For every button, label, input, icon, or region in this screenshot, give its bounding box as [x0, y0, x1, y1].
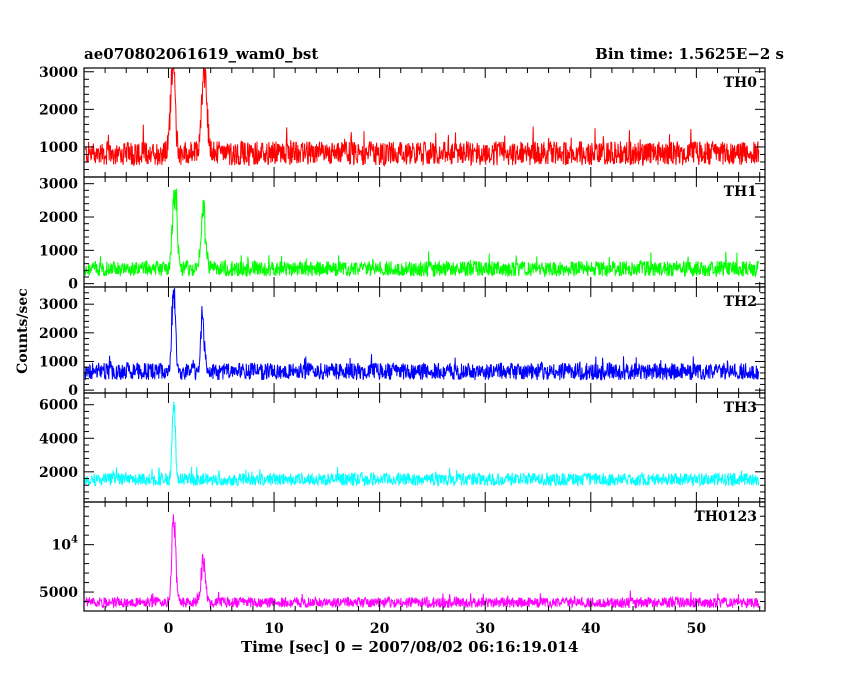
x-tick-label: 30: [475, 621, 495, 637]
panel-label-th0123: TH0123: [694, 509, 757, 525]
y-tick-label-th0: 2000: [39, 102, 78, 118]
series-line-th0123: [84, 514, 760, 610]
y-tick-label-th0123: 5000: [39, 585, 78, 601]
y-tick-label-th0: 1000: [39, 140, 78, 156]
panel-label-th3: TH3: [724, 400, 757, 416]
x-tick-label: 50: [687, 621, 707, 637]
panel-label-th2: TH2: [724, 294, 757, 310]
y-tick-label-th1: 1000: [39, 243, 78, 259]
panel-frame-th3: [83, 392, 766, 503]
y-tick-label-th3: 6000: [39, 398, 78, 414]
series-line-th3: [84, 401, 760, 488]
x-tick-label: 20: [370, 621, 390, 637]
y-tick-label-th2: 1000: [39, 354, 78, 370]
y-tick-label-th1: 0: [68, 277, 78, 293]
y-tick-label-th2: 3000: [39, 297, 78, 313]
panel-label-th0: TH0: [724, 75, 758, 91]
y-tick-label-th0123: 104: [52, 535, 78, 554]
y-tick-label-th1: 2000: [39, 210, 78, 226]
y-axis-label: Counts/sec: [15, 288, 31, 374]
chart-title: ae070802061619_wam0_bst: [84, 45, 319, 63]
y-tick-label-th2: 2000: [39, 326, 78, 342]
x-tick-label: 10: [264, 621, 284, 637]
y-tick-label-th1: 3000: [39, 177, 78, 193]
y-tick-label-th3: 4000: [39, 431, 78, 447]
x-tick-label: 40: [581, 621, 601, 637]
x-axis-label: Time [sec] 0 = 2007/08/02 06:16:19.014: [241, 638, 579, 656]
y-tick-label-th2: 0: [68, 383, 78, 399]
series-line-th2: [84, 287, 760, 382]
y-tick-label-th3: 2000: [39, 465, 78, 481]
panel-frame-th0123: [83, 501, 766, 612]
y-tick-label-th0: 3000: [39, 65, 78, 81]
panel-label-th1: TH1: [724, 184, 757, 200]
series-line-th1: [84, 188, 760, 278]
bin-time-label: Bin time: 1.5625E−2 s: [595, 45, 784, 63]
series-line-th0: [84, 68, 760, 167]
x-tick-label: 0: [164, 621, 174, 637]
